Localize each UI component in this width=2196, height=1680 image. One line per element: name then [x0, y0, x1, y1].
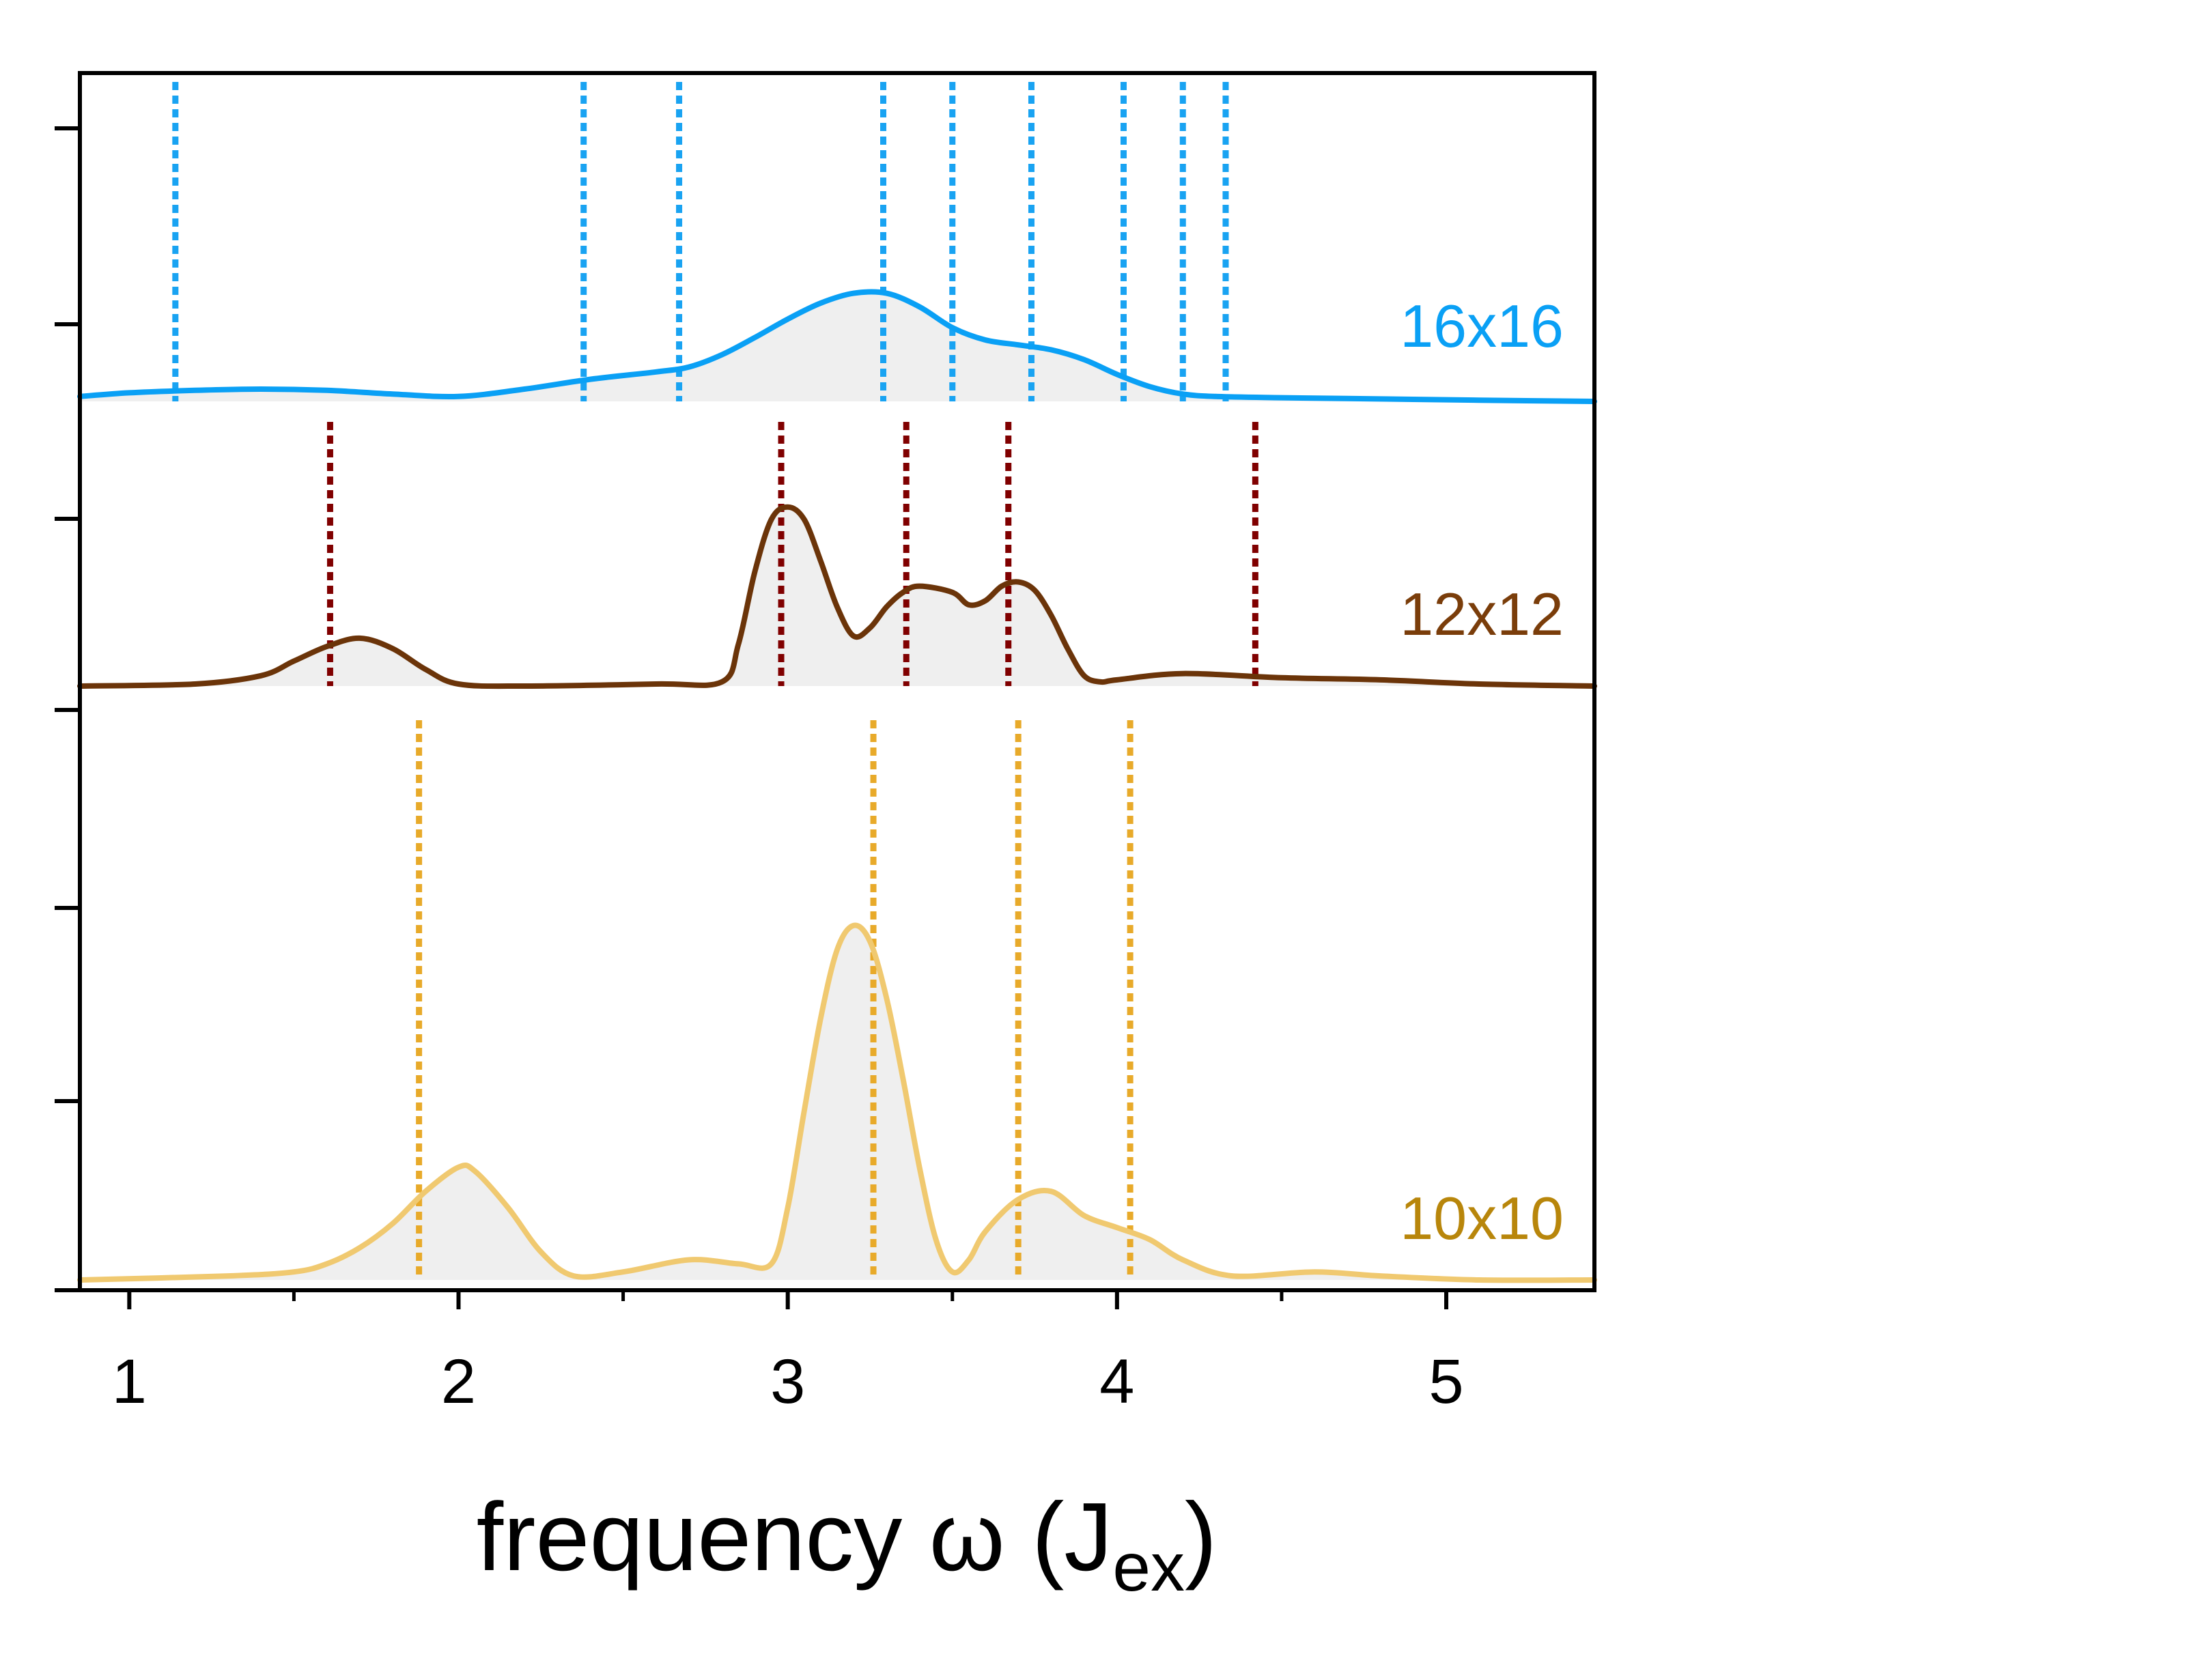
area-10x10	[80, 925, 1594, 1281]
panel-12x12	[77, 422, 1597, 689]
panel-label-16x16: 16x16	[1400, 292, 1564, 360]
x-tick-label-1: 1	[112, 1347, 147, 1416]
plot-frame	[78, 71, 1596, 1292]
x-tick-label-2: 2	[441, 1347, 476, 1416]
series-line-12x12	[77, 504, 1597, 689]
x-axis-label-close: )	[1185, 1483, 1217, 1591]
x-axis-label-main: frequency ω (J	[477, 1483, 1113, 1591]
x-tick-label-3: 3	[770, 1347, 805, 1416]
panel-10x10	[77, 720, 1597, 1283]
panel-labels: 16x16 12x12 10x10	[1400, 292, 1564, 1252]
x-tick-label-5: 5	[1428, 1347, 1463, 1416]
series-line-10x10	[77, 922, 1597, 1283]
series-line-16x16	[77, 289, 1597, 404]
axis-layer	[55, 71, 1596, 1292]
x-tick-label-4: 4	[1099, 1347, 1134, 1416]
x-ticks: 1 2 3 4 5	[112, 1290, 1464, 1416]
panel-layer	[77, 82, 1597, 1283]
area-16x16	[80, 291, 1594, 401]
area-12x12	[80, 507, 1594, 687]
x-axis-label-sub: ex	[1112, 1529, 1185, 1606]
panel-label-12x12: 12x12	[1400, 580, 1564, 648]
x-axis-label: frequency ω (Jex)	[477, 1483, 1217, 1606]
panel-label-10x10: 10x10	[1400, 1184, 1564, 1252]
panel-16x16	[77, 82, 1597, 404]
